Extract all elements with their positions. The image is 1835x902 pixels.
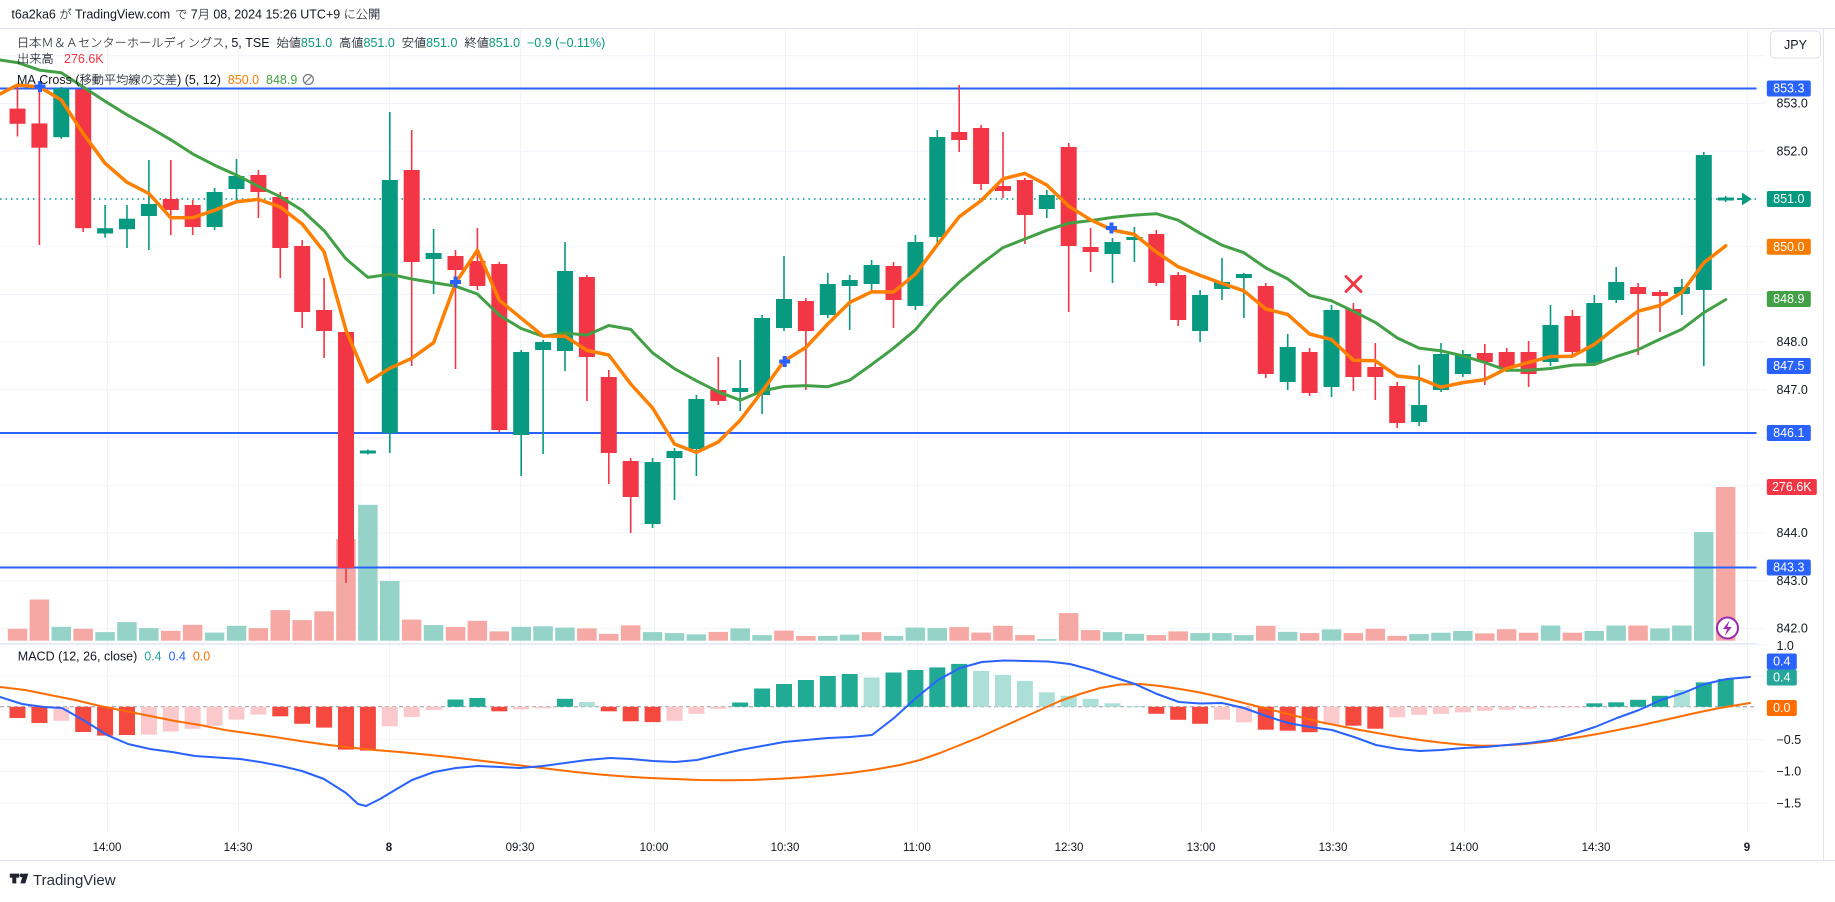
svg-text:10:00: 10:00: [640, 842, 669, 854]
svg-text:−1.5: −1.5: [1777, 797, 1802, 811]
svg-text:13:30: 13:30: [1319, 842, 1348, 854]
svg-text:26,: 26,: [83, 650, 100, 664]
svg-text:11:00: 11:00: [903, 842, 931, 854]
svg-text:852.0: 852.0: [1777, 144, 1808, 158]
svg-text:842.0: 842.0: [1777, 622, 1808, 636]
svg-text:851.0: 851.0: [301, 36, 332, 50]
svg-text:851.0: 851.0: [1773, 192, 1804, 206]
svg-text:0.4: 0.4: [169, 650, 186, 664]
svg-text:850.0: 850.0: [228, 73, 259, 87]
svg-text:TradingView: TradingView: [33, 872, 116, 889]
svg-text:851.0: 851.0: [426, 36, 457, 50]
svg-text:5,: 5,: [231, 36, 241, 50]
svg-text:−0.9: −0.9: [527, 36, 552, 50]
svg-text:276.6K: 276.6K: [64, 52, 104, 66]
svg-text:UTC+9: UTC+9: [300, 8, 340, 22]
svg-text:848.9: 848.9: [1773, 292, 1804, 306]
svg-text:846.1: 846.1: [1773, 426, 1804, 440]
svg-text:Cross: Cross: [39, 73, 72, 87]
svg-text:t6a2ka6: t6a2ka6: [11, 8, 56, 22]
svg-text:14:30: 14:30: [1582, 842, 1611, 854]
svg-text:MACD: MACD: [18, 650, 55, 664]
svg-text:0.4: 0.4: [1773, 655, 1790, 669]
svg-text:10:30: 10:30: [771, 842, 800, 854]
svg-text:MA: MA: [17, 73, 36, 87]
svg-text:848.9: 848.9: [266, 73, 297, 87]
svg-text:JPY: JPY: [1784, 38, 1808, 52]
svg-text:847.5: 847.5: [1773, 359, 1804, 373]
svg-text:8: 8: [386, 842, 393, 854]
svg-text:TSE: TSE: [245, 36, 269, 50]
svg-text:7: 7: [191, 8, 198, 22]
svg-text:2024: 2024: [234, 8, 262, 22]
svg-text:851.0: 851.0: [364, 36, 395, 50]
svg-text:14:00: 14:00: [93, 842, 122, 854]
svg-text:276.6K: 276.6K: [1772, 480, 1812, 494]
svg-text:0.0: 0.0: [1773, 701, 1790, 715]
svg-text:12:30: 12:30: [1055, 842, 1084, 854]
svg-text:843.0: 843.0: [1777, 574, 1808, 588]
svg-text:0.0: 0.0: [193, 650, 210, 664]
svg-text:844.0: 844.0: [1777, 526, 1808, 540]
svg-text:843.3: 843.3: [1773, 561, 1804, 575]
svg-text:14:30: 14:30: [224, 842, 253, 854]
svg-text:15:26: 15:26: [265, 8, 296, 22]
svg-text:853.3: 853.3: [1773, 82, 1804, 96]
svg-text:TradingView.com: TradingView.com: [75, 8, 170, 22]
svg-text:−1.0: −1.0: [1777, 765, 1802, 779]
svg-text:12): 12): [203, 73, 221, 87]
svg-text:848.0: 848.0: [1777, 335, 1808, 349]
svg-text:847.0: 847.0: [1777, 383, 1808, 397]
svg-text:(−0.11%): (−0.11%): [555, 36, 605, 50]
svg-text:0.4: 0.4: [1773, 671, 1790, 685]
svg-text:(5,: (5,: [185, 73, 200, 87]
svg-text:09:30: 09:30: [506, 842, 535, 854]
svg-text:,: ,: [224, 36, 227, 50]
svg-text:−0.5: −0.5: [1777, 733, 1802, 747]
svg-text:(: (: [75, 73, 80, 87]
svg-text:853.0: 853.0: [1777, 97, 1808, 111]
svg-text:9: 9: [1744, 842, 1750, 854]
svg-text:1.0: 1.0: [1777, 639, 1794, 653]
svg-text:13:00: 13:00: [1187, 842, 1216, 854]
svg-text:0.4: 0.4: [144, 650, 161, 664]
svg-text:14:00: 14:00: [1450, 842, 1479, 854]
svg-text:close): close): [104, 650, 137, 664]
svg-text:(12,: (12,: [58, 650, 80, 664]
svg-text:): ): [177, 73, 181, 87]
svg-text:850.0: 850.0: [1773, 240, 1804, 254]
svg-text:851.0: 851.0: [489, 36, 520, 50]
svg-text:08,: 08,: [213, 8, 230, 22]
